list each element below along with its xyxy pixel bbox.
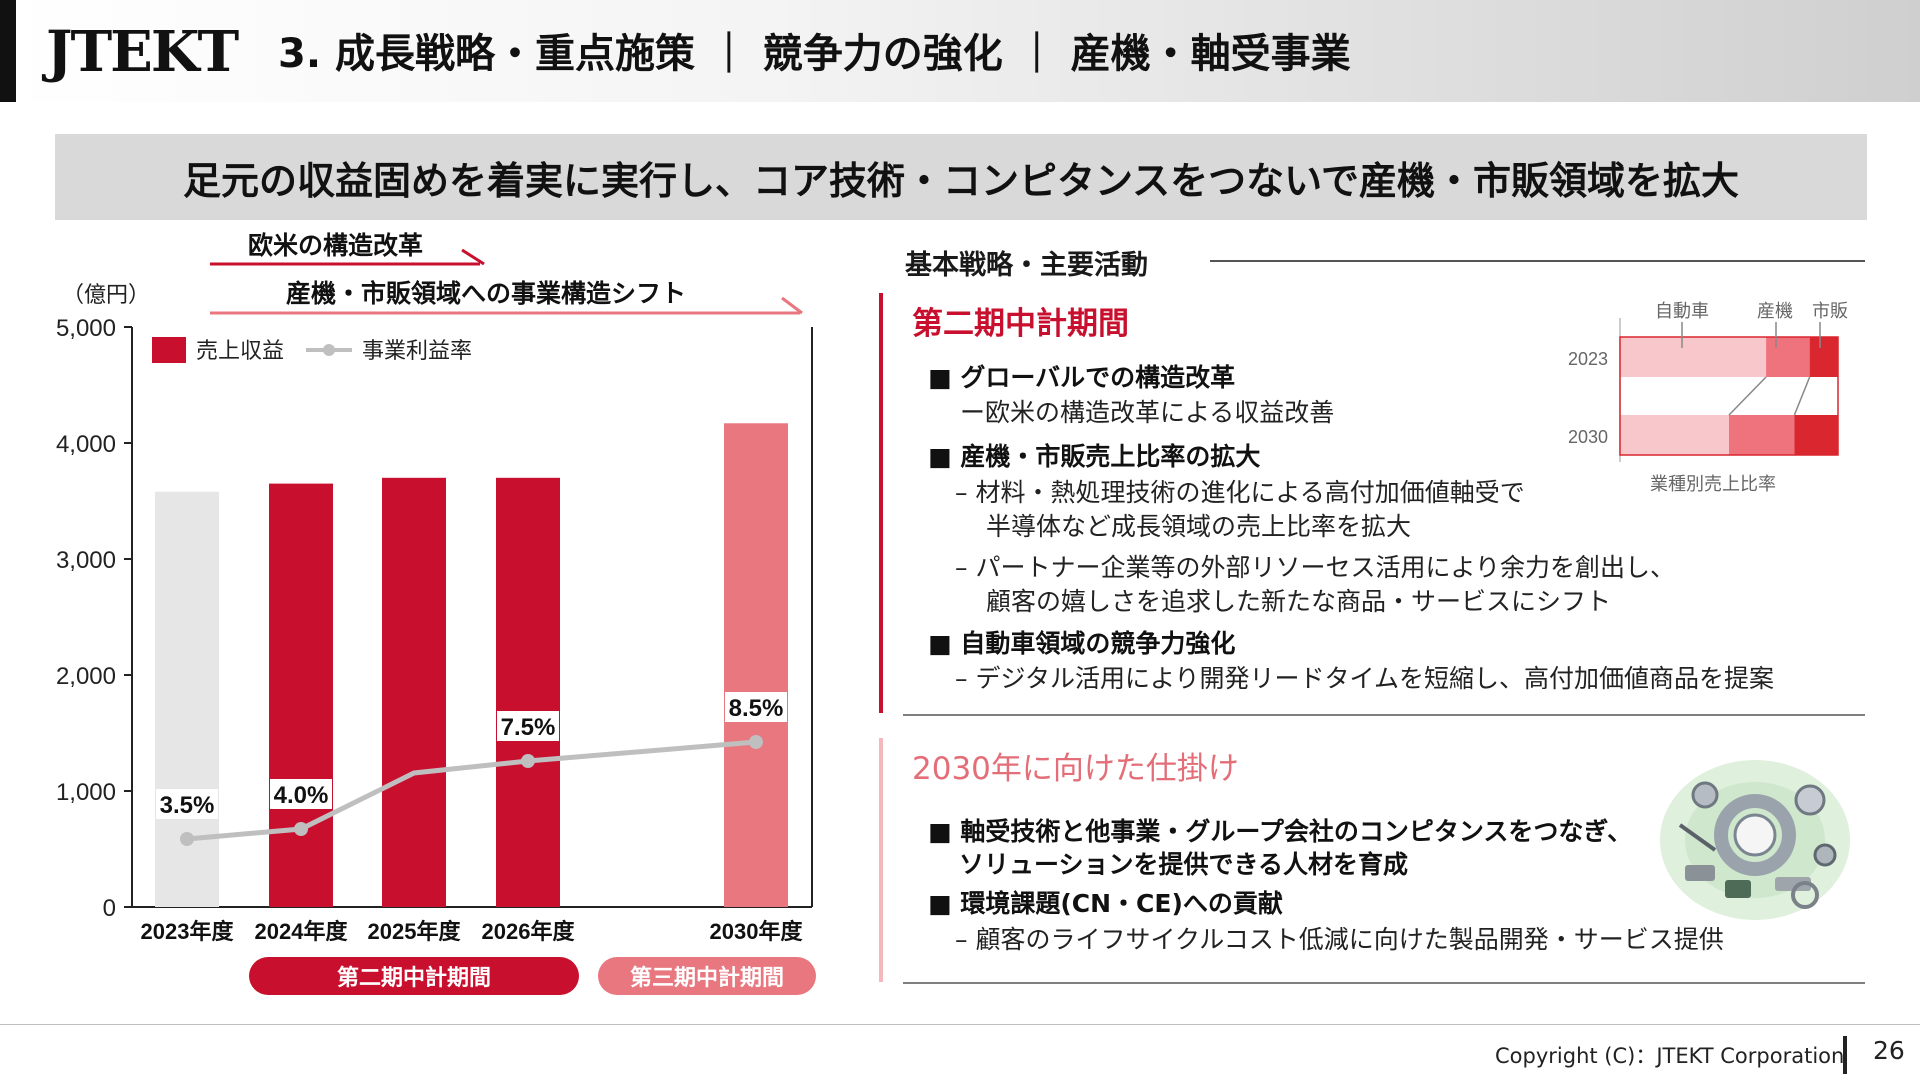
margin-point — [294, 822, 308, 836]
x-tick-label: 2030年度 — [710, 919, 804, 944]
phase3-bullet-2-sub: – 顧客のライフサイクルコスト低減に向けた製品開発・サービス提供 — [955, 925, 1724, 954]
phase2-bullet-3: ■ 自動車領域の競争力強化 — [928, 629, 1236, 658]
jtekt-logo: JTEKT — [46, 19, 239, 85]
y-tick-label: 0 — [103, 895, 116, 922]
mix-segment — [1794, 415, 1838, 455]
phase2-divider — [903, 714, 1865, 716]
page-number: 26 — [1873, 1036, 1905, 1065]
margin-data-label: 3.5% — [160, 792, 215, 819]
x-tick-label: 2026年度 — [482, 919, 576, 944]
margin-point — [521, 754, 535, 768]
mix-segment — [1729, 415, 1795, 455]
x-tick-label: 2024年度 — [255, 919, 349, 944]
mix-rows: 2023 2030 — [1568, 336, 1839, 456]
phase2-bullet-2-sub-2a: – パートナー企業等の外部リソーセス活用により余力を創出し、 — [955, 553, 1675, 582]
margin-line-path — [186, 739, 757, 842]
y-tick-label: 4,000 — [56, 431, 116, 458]
mix-legend-label: 産機 — [1757, 301, 1793, 321]
bar-2024年度 — [269, 483, 333, 907]
y-tick-label: 2,000 — [56, 663, 116, 690]
phase2-bullet-3-sub: – デジタル活用により開発リードタイムを短縮し、高付加価値商品を提案 — [955, 664, 1774, 693]
phase3-bullet-1a: ■ 軸受技術と他事業・グループ会社のコンピタンスをつなぎ、 — [928, 817, 1633, 846]
margin-label-bg — [156, 789, 218, 819]
footer-rule — [0, 1024, 1920, 1025]
page-title: 3. 成長戦略・重点施策 ｜ 競争力の強化 ｜ 産機・軸受事業 — [278, 31, 1351, 77]
arrow-shift — [210, 296, 803, 315]
mix-connector — [1793, 376, 1811, 416]
margin-label-bg — [497, 711, 559, 741]
mix-segment — [1766, 337, 1810, 377]
phase3-bullet-1b: ソリューションを提供できる人材を育成 — [959, 850, 1409, 879]
period-pill-second: 第二期中計期間 — [249, 957, 579, 995]
phase3-bullet-2: ■ 環境課題(CN・CE)への貢献 — [928, 889, 1283, 918]
mix-legend-label: 自動車 — [1655, 301, 1709, 321]
bar-2026年度 — [496, 477, 560, 907]
phase2-bullet-2-sub-1b: 半導体など成長領域の売上比率を拡大 — [986, 512, 1412, 541]
margin-label-bg — [725, 692, 787, 722]
bearing-products-image — [1660, 760, 1850, 920]
period-pill-third: 第三期中計期間 — [598, 957, 816, 995]
x-tick-label: 2025年度 — [368, 919, 462, 944]
x-tick-labels: 2023年度 2024年度 2025年度 2026年度 2030年度 — [141, 919, 804, 944]
phase3-title: 2030年に向けた仕掛け — [912, 751, 1239, 787]
margin-data-label: 8.5% — [729, 695, 784, 722]
phase2-accent-line — [879, 293, 883, 713]
mix-connector — [1728, 376, 1767, 416]
mix-row-label: 2030 — [1568, 427, 1608, 447]
phase2-bullet-2-sub-1a: – 材料・熱処理技術の進化による高付加価値軸受で — [955, 478, 1525, 507]
bar-2030年度 — [724, 423, 788, 907]
mix-segment — [1620, 337, 1767, 377]
margin-data-label: 4.0% — [274, 782, 329, 809]
arrow-label-restructuring: 欧米の構造改革 — [248, 231, 424, 260]
phase3-accent-line — [879, 738, 883, 982]
bar-2025年度 — [382, 477, 446, 907]
mix-chart-caption: 業種別売上比率 — [1650, 474, 1776, 494]
phase3-divider — [903, 982, 1865, 984]
phase2-bullet-2: ■ 産機・市販売上比率の拡大 — [928, 442, 1261, 471]
phase2-bullet-1-sub: ー欧米の構造改革による収益改善 — [960, 398, 1335, 427]
phase2-bullet-2-sub-2b: 顧客の嬉しさを追求した新たな商品・サービスにシフト — [986, 587, 1612, 616]
phase2-title: 第二期中計期間 — [912, 306, 1129, 342]
arrow-label-shift: 産機・市販領域への事業構造シフト — [286, 279, 687, 308]
legend-label-margin: 事業利益率 — [362, 338, 472, 363]
y-tick-label: 5,000 — [56, 315, 116, 342]
y-tick-label: 3,000 — [56, 547, 116, 574]
section-title-rule — [1210, 260, 1865, 262]
sales-mix-chart: 2023 2030 自動車 産機 市販 業種別売上比率 — [1568, 301, 1848, 494]
legend-label-revenue: 売上収益 — [196, 338, 284, 363]
y-axis-unit: （億円） — [62, 282, 150, 307]
headline-text: 足元の収益固めを着実に実行し、コア技術・コンピタンスをつないで産機・市販領域を拡… — [182, 158, 1740, 203]
y-ticks: 0 1,000 2,000 3,000 4,000 5,000 — [56, 315, 132, 922]
section-title: 基本戦略・主要活動 — [905, 250, 1148, 281]
mix-frame — [1619, 336, 1839, 456]
arrow-restructuring — [210, 248, 485, 266]
legend-marker-margin — [323, 344, 335, 356]
headline-banner: 足元の収益固めを着実に実行し、コア技術・コンピタンスをつないで産機・市販領域を拡… — [55, 134, 1867, 220]
legend: 売上収益 事業利益率 — [152, 337, 472, 363]
mix-legend-label: 市販 — [1812, 301, 1848, 321]
revenue-chart: （億円） 0 1,000 2,000 3,000 4,000 5,000 3.5% 4.0%… — [56, 248, 813, 944]
mix-row-label: 2023 — [1568, 349, 1608, 369]
margin-data-label: 7.5% — [501, 714, 556, 741]
mix-segment — [1809, 337, 1838, 377]
mix-segment — [1620, 415, 1729, 455]
y-tick-label: 1,000 — [56, 779, 116, 806]
x-tick-label: 2023年度 — [141, 919, 235, 944]
header — [0, 0, 1920, 102]
copyright: Copyright (C)：JTEKT Corporation — [1495, 1044, 1845, 1068]
page-number-separator — [1843, 1036, 1847, 1074]
margin-point — [180, 832, 194, 846]
legend-swatch-revenue — [152, 337, 186, 363]
margin-label-bg — [270, 779, 332, 809]
profit-margin-line: 3.5% 4.0% 7.5% 8.5% — [156, 692, 787, 846]
margin-point — [749, 735, 763, 749]
phase2-bullet-1: ■ グローバルでの構造改革 — [928, 363, 1236, 392]
header-accent-bar — [0, 0, 16, 102]
mix-legend: 自動車 産機 市販 — [1655, 301, 1848, 348]
